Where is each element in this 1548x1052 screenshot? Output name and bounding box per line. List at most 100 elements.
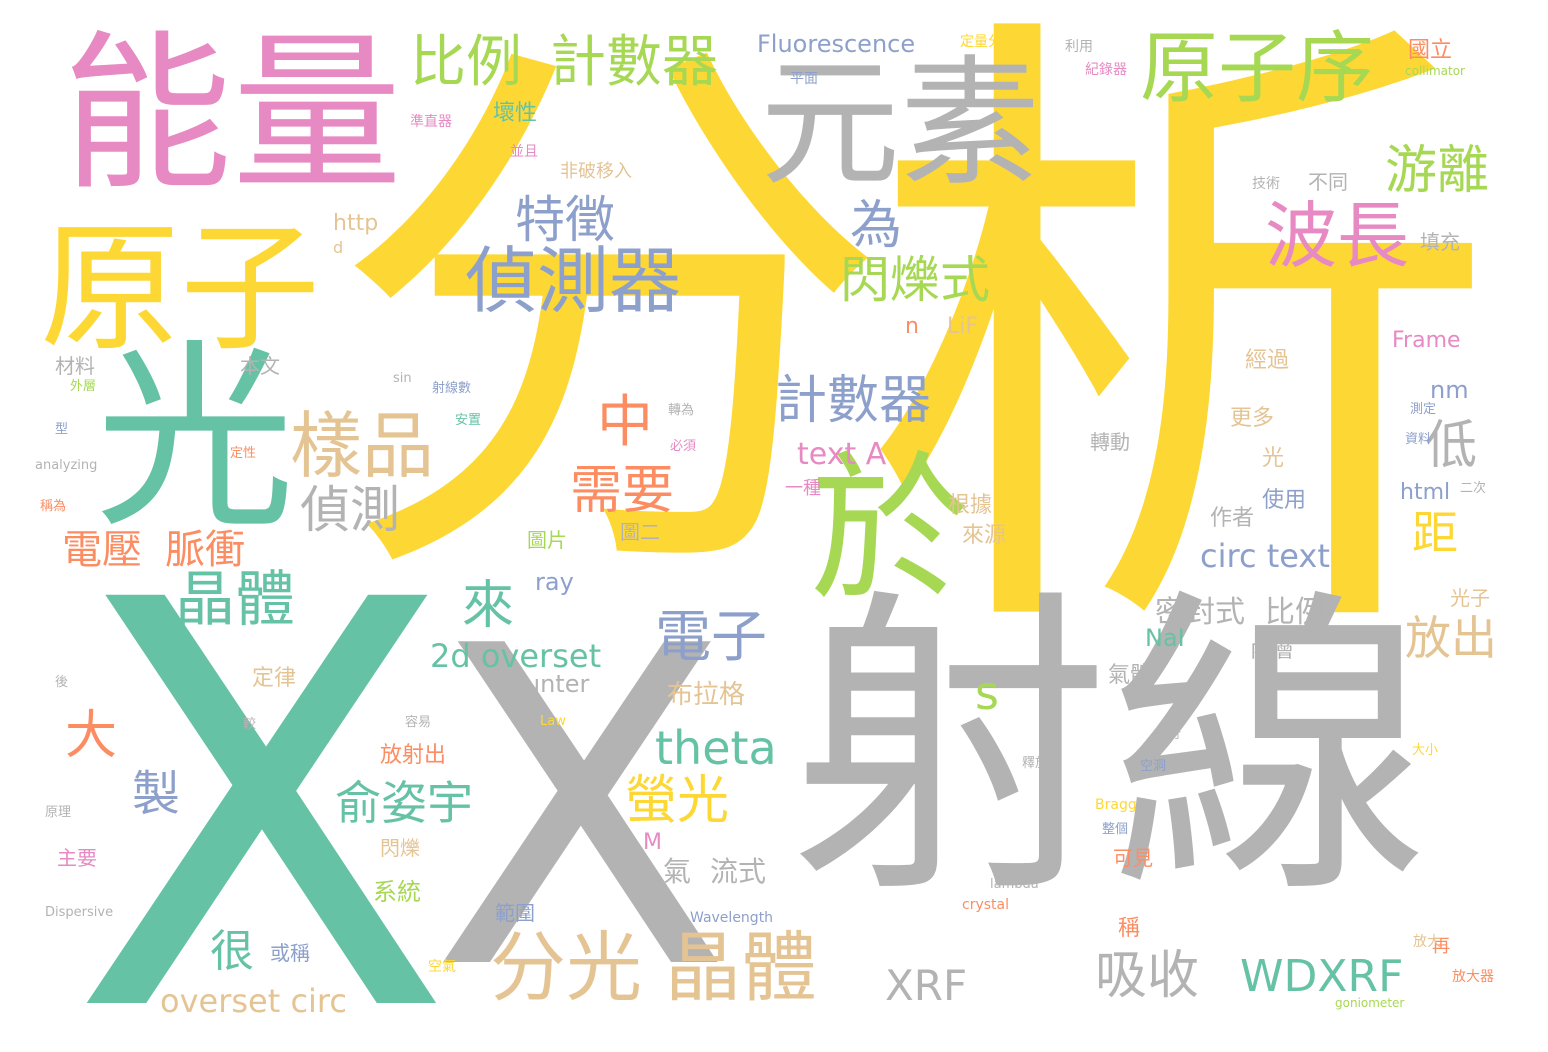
word-sheline: 射線 <box>790 564 1430 936</box>
word-collimator: collimator <box>1405 64 1465 78</box>
word-bili2: 比例 <box>1265 595 1325 630</box>
word-laiyuan: 來源 <box>962 523 1007 548</box>
word-cheng: 稱 <box>1118 916 1141 941</box>
word-x-medium: X <box>430 554 732 1052</box>
word-overset-circ: overset circ <box>160 982 347 1020</box>
word-yuansu: 元素 <box>760 43 1041 206</box>
word-dianzi: 電子 <box>655 605 767 670</box>
word-dianya: 電壓 <box>62 527 142 573</box>
word-http: http <box>333 211 379 236</box>
word-xuyao: 需要 <box>570 461 675 521</box>
word-fanwei: 範圍 <box>495 901 535 925</box>
word-ziliao: 資料 <box>1405 432 1432 447</box>
word-yuanli: 原理 <box>45 805 72 820</box>
word-kongqi: 空氣 <box>428 959 456 975</box>
word-lai: 來 <box>462 576 515 636</box>
word-mifengshi: 密封式 <box>1155 595 1245 630</box>
word-bragg: Bragg <box>1095 797 1137 813</box>
word-tuer: 圖二 <box>620 520 660 544</box>
word-da: 大 <box>65 706 118 766</box>
word-cailiao: 材料 <box>55 354 95 378</box>
word-wdxrf: WDXRF <box>1240 951 1404 1002</box>
word-counter: counter <box>497 670 590 698</box>
word-jingti1: 晶體 <box>175 565 295 635</box>
word-dinglv: 定律 <box>252 666 297 691</box>
word-analyzing: analyzing <box>35 458 98 473</box>
word-fangdaqi: 放大器 <box>1452 969 1494 985</box>
word-dingliangfenxi: 定量分析 <box>960 34 1016 50</box>
word-bili: 比例 <box>410 30 522 95</box>
word-theta: theta <box>655 721 777 775</box>
word-xi: 析 <box>860 0 1500 712</box>
word-bixu: 必須 <box>670 439 697 454</box>
word-shifang: 釋放 <box>1022 756 1049 771</box>
word-x-large: X <box>70 484 454 1052</box>
word-gengduo: 更多 <box>1230 406 1275 431</box>
word-yuanzixu: 原子序 <box>1140 24 1375 114</box>
word-lif: LiF <box>947 314 979 339</box>
word-sin: sin <box>393 371 412 386</box>
word-waiceng: 外層 <box>70 379 97 394</box>
word-zhong: 中 <box>597 390 653 455</box>
word-fangshechu: 放射出 <box>380 743 447 768</box>
word-d: d <box>333 238 344 257</box>
word-lambda: lambda <box>990 877 1039 892</box>
word-xishou: 吸收 <box>1095 946 1200 1006</box>
word-zuozhe: 作者 <box>1210 506 1255 531</box>
word-yuanzi: 原子 <box>40 208 321 371</box>
word-m: M <box>643 830 662 855</box>
word-maichong: 脈衝 <box>165 527 245 573</box>
word-bochang: 波長 <box>1265 194 1410 278</box>
word-html: html <box>1400 480 1451 505</box>
word-jishu: 技術 <box>1252 176 1280 192</box>
word-hou: 後 <box>55 675 69 690</box>
word-butong: 不同 <box>1308 170 1348 194</box>
word-qiti: 氣體 <box>1108 663 1153 688</box>
word-guangzi: 光子 <box>1450 586 1490 610</box>
word-zhengge: 整個 <box>1102 822 1129 837</box>
word-zhi: 製 <box>132 766 181 822</box>
word-2d-overset: 2d overset <box>430 637 602 675</box>
word-jishuqi1: 計數器 <box>550 30 718 95</box>
word-dispersive: Dispersive <box>45 905 114 920</box>
word-fangchu: 放出 <box>1405 611 1497 665</box>
word-text-a: text A <box>797 437 887 472</box>
word-tianchong: 填充 <box>1420 230 1460 254</box>
word-wei: 為 <box>850 196 903 256</box>
word-huocheng: 或稱 <box>270 941 310 965</box>
word-genju: 根據 <box>948 493 993 518</box>
word-tezheng: 特徵 <box>515 191 615 249</box>
word-yu: 於 <box>810 436 971 623</box>
word-fenguang: 分光 <box>490 923 642 1012</box>
word-di: 低 <box>1425 416 1478 476</box>
word-feipohuai: 非破移入 <box>560 161 632 182</box>
word-xrf: XRF <box>885 961 968 1010</box>
word-kongdong: 空洞 <box>1140 759 1167 774</box>
word-wavelength: Wavelength <box>690 910 774 926</box>
word-circ-text: circ text <box>1200 537 1330 575</box>
word-liushi: 流式 <box>710 855 767 888</box>
word-guoli: 國立 <box>1408 38 1453 63</box>
word-zhunzhiqi: 準直器 <box>410 114 452 130</box>
word-ceshi: 測定 <box>1410 402 1437 417</box>
word-jingti2: 晶體 <box>665 923 817 1012</box>
word-yingguang: 螢光 <box>625 771 730 831</box>
word-fangda: 放大 <box>1413 934 1441 950</box>
word-yangpin: 樣品 <box>290 404 435 488</box>
word-jiluqi: 紀錄器 <box>1085 62 1127 78</box>
word-bulage: 布拉格 <box>667 680 746 710</box>
word-jiao: 較 <box>243 717 257 732</box>
word-youli: 游離 <box>1385 141 1490 201</box>
word-neiceng: 內層 <box>1250 638 1295 663</box>
word-fen: 分 <box>330 0 890 646</box>
word-yuziyu: 俞姿宇 <box>335 776 473 830</box>
word-fluorescence: Fluorescence <box>757 30 916 58</box>
word-anzhi: 安置 <box>455 413 482 428</box>
word-zhuanwei: 轉為 <box>668 403 695 418</box>
word-qi: 氣 <box>663 855 692 888</box>
word-nm: nm <box>1430 376 1469 404</box>
word-huaixing: 壞性 <box>493 101 538 126</box>
word-nai: NaI <box>1145 624 1185 652</box>
word-guang: 光 <box>95 323 296 556</box>
